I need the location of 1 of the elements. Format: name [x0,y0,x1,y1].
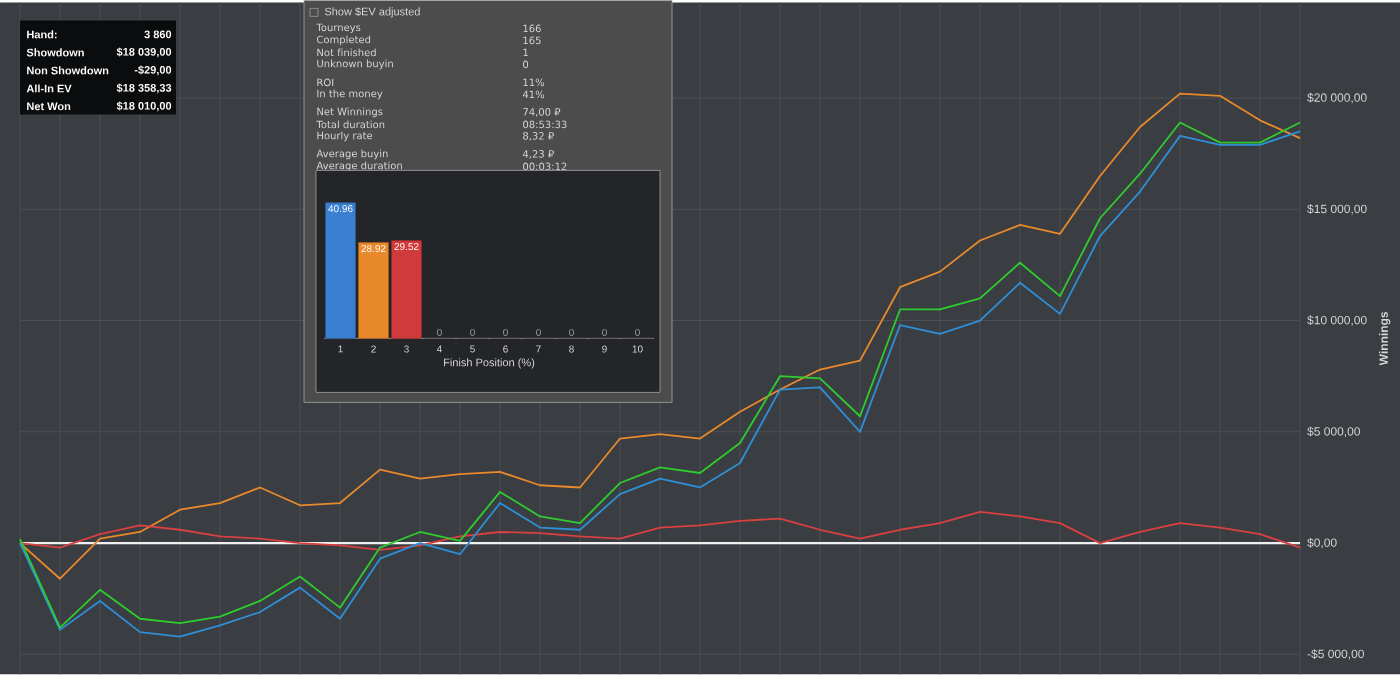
line-series [19,510,1301,551]
